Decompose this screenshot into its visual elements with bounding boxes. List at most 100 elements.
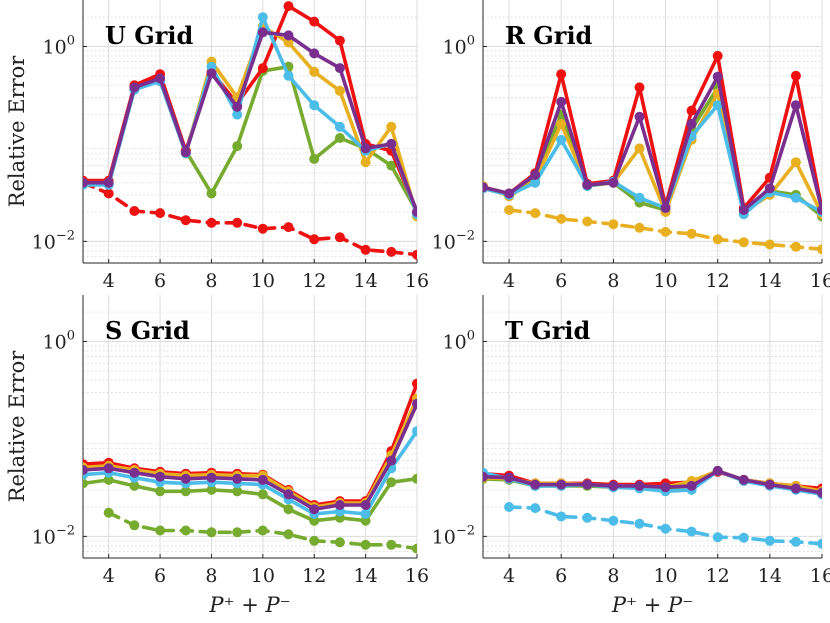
series-blue-dashed <box>504 502 822 549</box>
data-point <box>817 205 822 215</box>
data-point <box>582 179 593 190</box>
series-purple <box>483 465 822 498</box>
series-line <box>83 24 417 219</box>
data-point <box>412 249 417 260</box>
data-point <box>530 479 541 490</box>
data-point <box>360 500 371 510</box>
data-point <box>483 471 488 482</box>
data-point <box>504 472 515 483</box>
series-orange <box>83 21 417 222</box>
x-axis-label: P⁺ + P⁻ <box>611 593 693 617</box>
panel-t-grid: 4 6 8 10 12 14 16 100 10−2 T Grid P⁺ + P⁻ <box>432 295 830 617</box>
data-point <box>556 134 567 145</box>
data-point <box>764 479 775 490</box>
data-point <box>412 426 417 437</box>
series-purple <box>483 71 822 215</box>
data-point <box>790 483 801 494</box>
data-point <box>412 543 417 554</box>
x-tick-label: 6 <box>154 270 166 292</box>
data-point <box>129 467 140 478</box>
data-point <box>790 70 801 81</box>
data-point <box>608 177 619 188</box>
data-point <box>738 237 749 248</box>
data-point <box>334 121 345 132</box>
data-point <box>283 37 294 48</box>
data-point <box>483 182 488 193</box>
data-point <box>334 85 345 96</box>
data-point <box>360 508 371 519</box>
data-point <box>412 207 417 217</box>
panel-title: T Grid <box>505 316 590 345</box>
data-point <box>556 213 567 224</box>
data-point <box>634 222 645 233</box>
x-tick-label: 6 <box>154 565 166 587</box>
data-point <box>608 480 619 491</box>
series-purple <box>83 398 417 515</box>
data-point <box>386 455 397 466</box>
data-point <box>386 160 397 171</box>
data-point <box>686 119 697 129</box>
data-point <box>206 188 217 199</box>
data-point <box>232 486 243 497</box>
y-tick-label: 100 <box>443 328 475 353</box>
panel-title: U Grid <box>105 21 194 50</box>
data-point <box>634 192 645 203</box>
data-point <box>738 532 749 543</box>
data-point <box>155 486 166 497</box>
data-point <box>83 478 88 489</box>
x-tick-label: 8 <box>205 565 217 587</box>
data-point <box>764 183 775 194</box>
data-point <box>129 206 140 216</box>
data-point <box>360 157 371 168</box>
x-tick-label: 14 <box>758 565 782 587</box>
x-tick-label: 12 <box>302 270 326 292</box>
data-point <box>634 82 645 93</box>
data-point <box>334 500 345 510</box>
series-line <box>184 64 417 214</box>
data-point <box>309 100 320 111</box>
data-point <box>334 63 345 74</box>
data-point <box>582 512 593 523</box>
data-point <box>582 479 593 490</box>
data-point <box>180 473 191 484</box>
x-tick-label: 16 <box>810 565 830 587</box>
panel-title: S Grid <box>105 316 190 345</box>
data-point <box>817 538 822 549</box>
data-point <box>790 157 801 168</box>
x-tick-label: 14 <box>354 270 378 292</box>
x-tick-label: 12 <box>302 565 326 587</box>
x-tick-label: 12 <box>706 565 730 587</box>
data-point <box>309 154 320 164</box>
data-point <box>634 143 645 154</box>
data-point <box>712 234 723 245</box>
y-tick-label: 100 <box>43 328 75 353</box>
x-tick-label: 4 <box>103 565 115 587</box>
data-point <box>206 68 217 79</box>
data-point <box>686 228 697 239</box>
data-point <box>712 71 723 82</box>
x-tick-label: 16 <box>810 270 830 292</box>
data-point <box>232 473 243 484</box>
data-point <box>712 50 723 61</box>
data-point <box>103 177 114 188</box>
data-point <box>309 48 320 59</box>
panel-u-grid: 4 6 8 10 12 14 16 100 10−2 U Grid Relative Error <box>5 0 429 292</box>
series-red-dashed <box>83 177 417 260</box>
y-axis-label: Relative Error <box>5 55 29 208</box>
data-point <box>309 535 320 546</box>
data-point <box>660 226 671 237</box>
data-point <box>334 537 345 548</box>
data-point <box>412 378 417 389</box>
x-tick-label: 8 <box>205 270 217 292</box>
data-point <box>155 471 166 482</box>
data-point <box>103 188 114 199</box>
minor-gridlines <box>483 311 822 552</box>
x-tick-label: 4 <box>103 270 115 292</box>
data-point <box>790 241 801 252</box>
x-tick-label: 6 <box>555 270 567 292</box>
data-point <box>206 484 217 495</box>
data-point <box>556 479 567 490</box>
data-point <box>360 143 371 154</box>
data-point <box>155 73 166 84</box>
